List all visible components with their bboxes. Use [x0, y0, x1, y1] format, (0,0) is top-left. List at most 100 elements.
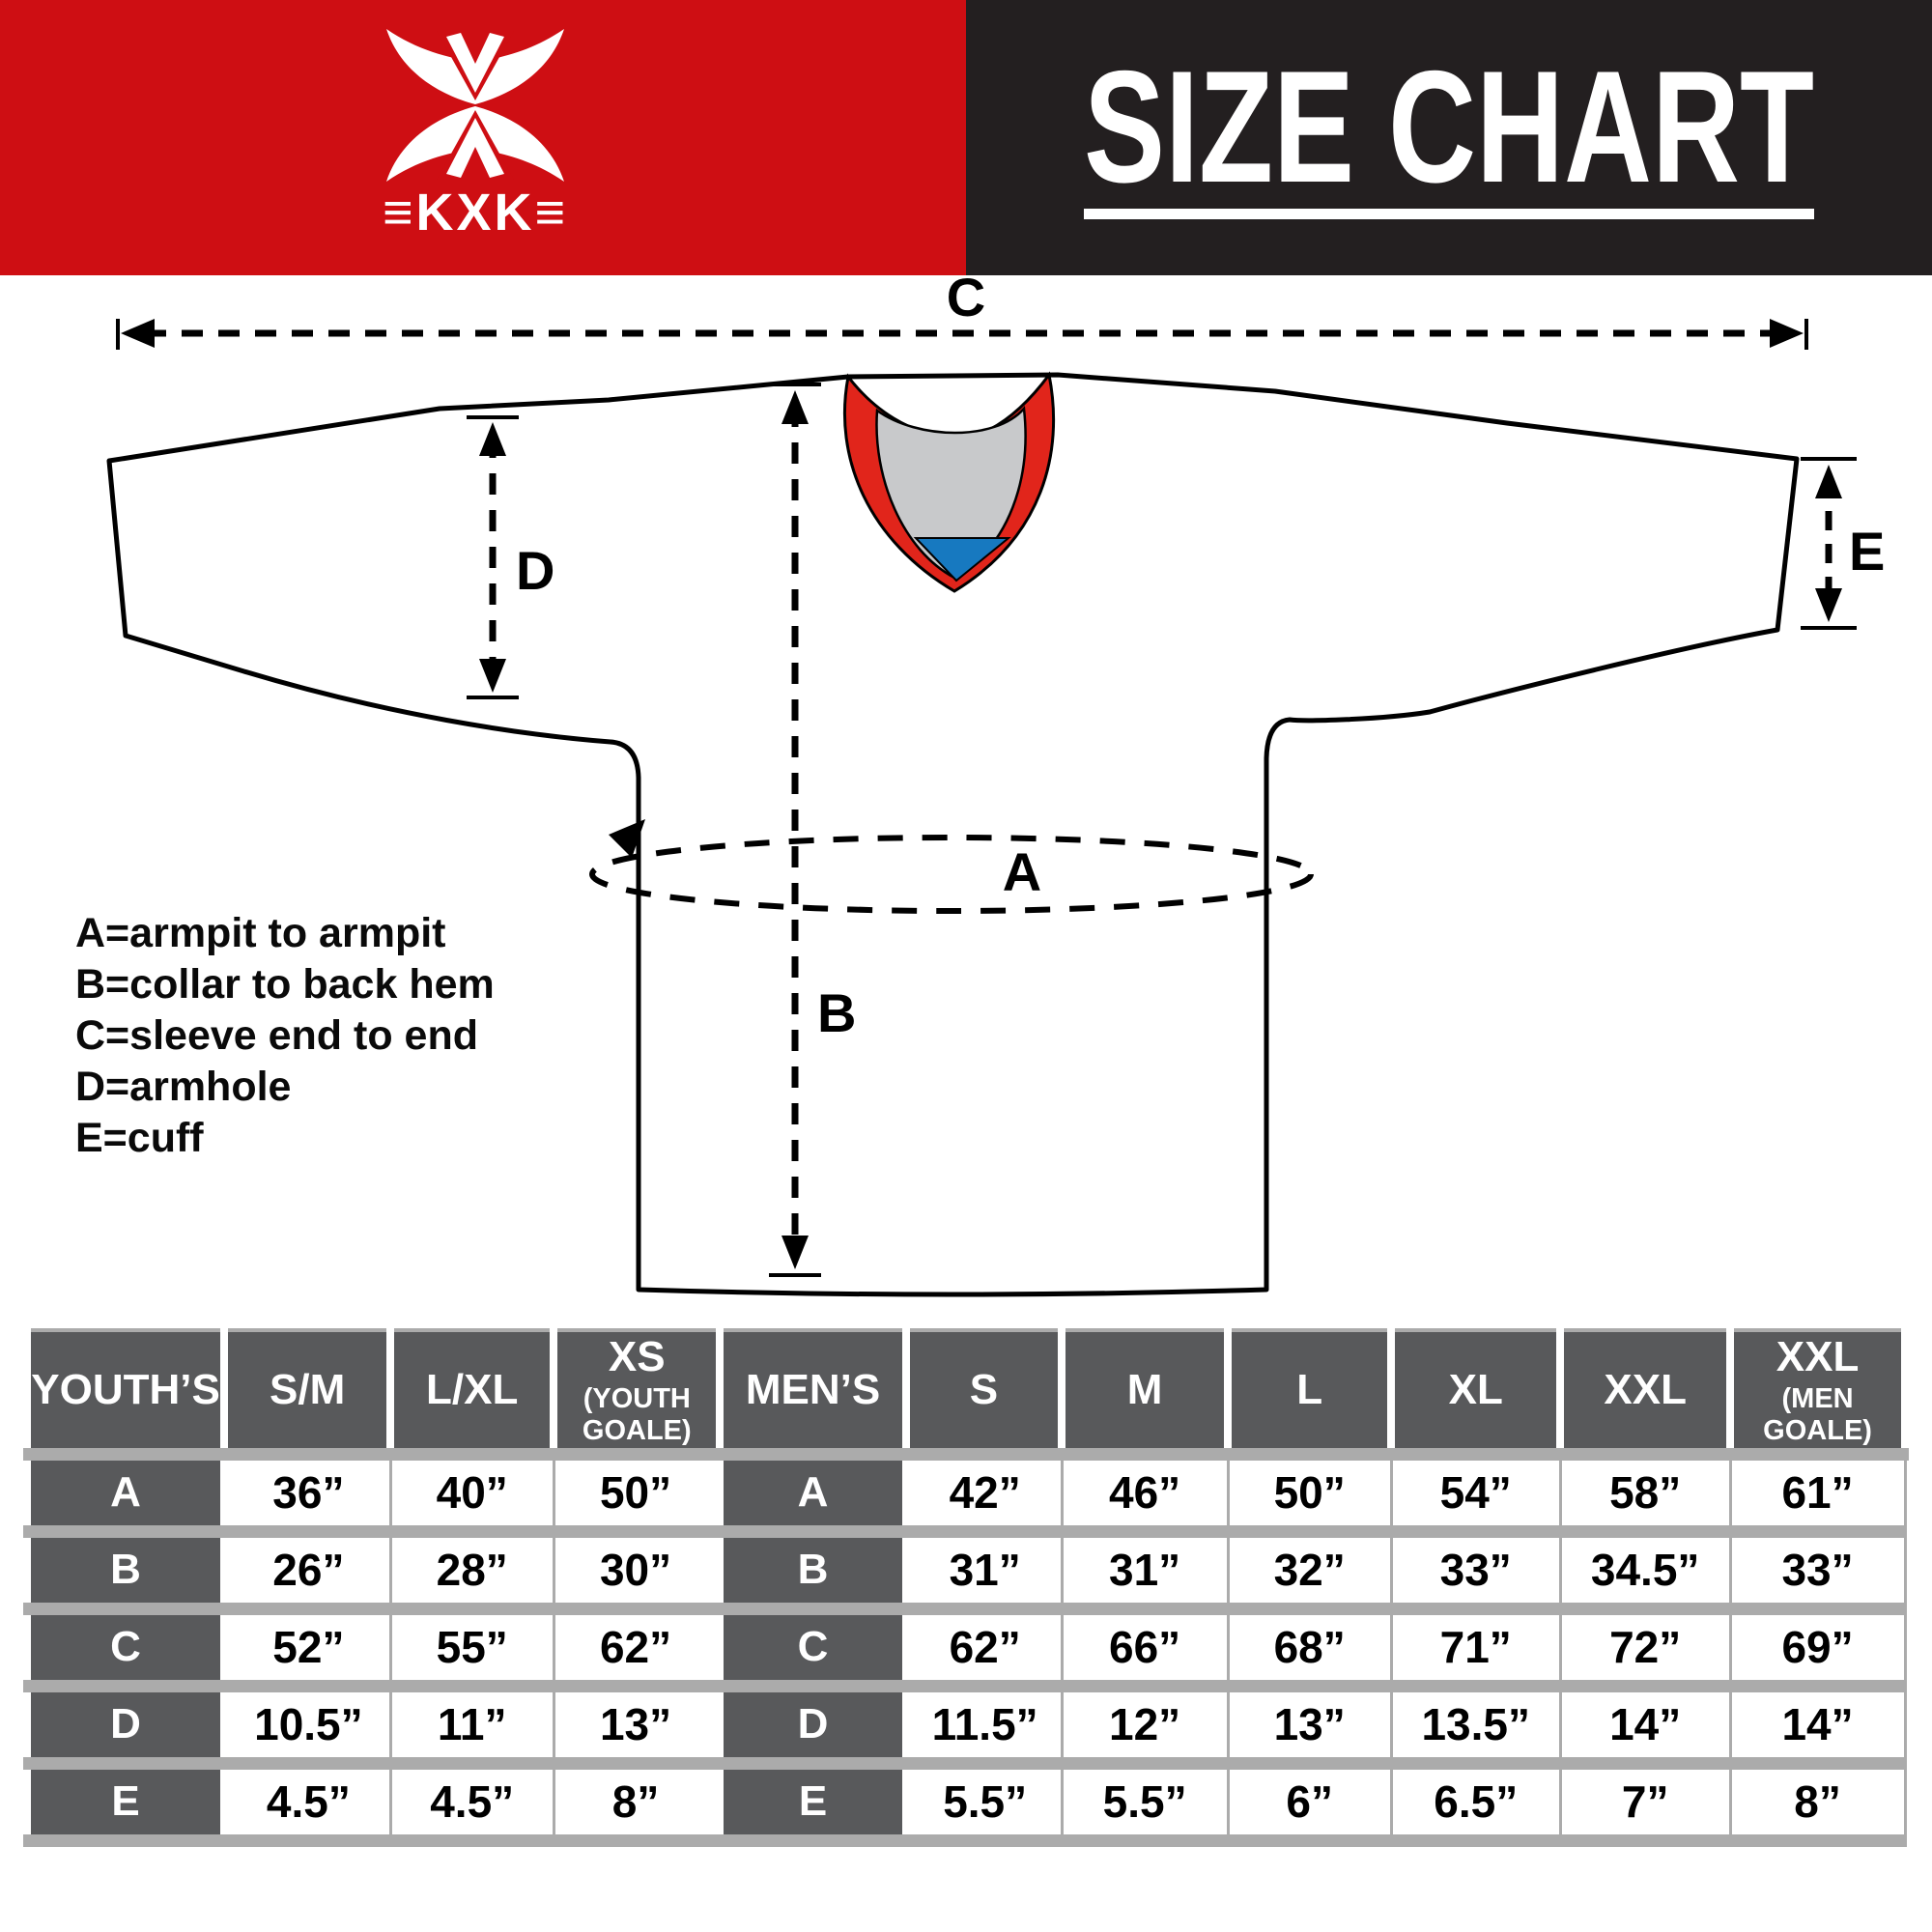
- col-header-xxl: XXL: [1556, 1330, 1735, 1461]
- jersey-diagram-svg: C D B E: [106, 275, 1885, 1297]
- size-value-cell: 54”: [1391, 1454, 1562, 1538]
- page-title: SIZE CHART: [1084, 38, 1814, 215]
- size-value-cell: 30”: [554, 1531, 722, 1615]
- size-value-cell: 33”: [1391, 1531, 1562, 1615]
- measure-label-D: D: [516, 540, 554, 601]
- size-value-cell: 50”: [1228, 1454, 1393, 1538]
- row-label-cell: D: [22, 1686, 229, 1770]
- row-label-cell: B: [716, 1531, 910, 1615]
- kxk-logo-icon: ≡KXK≡: [383, 29, 568, 242]
- col-header-note: (MEN GOALE): [1763, 1382, 1872, 1446]
- col-header-sm: S/M: [220, 1330, 395, 1461]
- size-value-cell: 6.5”: [1391, 1763, 1562, 1847]
- collar-accent: [913, 537, 1011, 582]
- row-label-cell: D: [716, 1686, 910, 1770]
- col-header-s: S: [901, 1330, 1066, 1461]
- size-value-cell: 71”: [1391, 1608, 1562, 1692]
- measure-arrow-A: [589, 819, 1314, 914]
- size-value-cell: 32”: [1228, 1531, 1393, 1615]
- table-row-D: D 10.5” 11” 13” D 11.5” 12” 13” 13.5” 14…: [22, 1686, 1907, 1770]
- page-header: ≡KXK≡ SIZE CHART: [0, 0, 1932, 275]
- size-value-cell: 11.5”: [905, 1686, 1064, 1770]
- table-header-row: YOUTH’S S/M L/XL XS (YOUTH GOALE) MEN’S …: [22, 1330, 1909, 1461]
- size-value-cell: 69”: [1730, 1608, 1907, 1692]
- measurement-legend: A=armpit to armpit B=collar to back hem …: [75, 908, 495, 1164]
- size-value-cell: 34.5”: [1560, 1531, 1732, 1615]
- col-header-youths: YOUTH’S: [22, 1330, 229, 1461]
- size-value-cell: 31”: [905, 1531, 1064, 1615]
- size-value-cell: 4.5”: [390, 1763, 555, 1847]
- size-table: YOUTH’S S/M L/XL XS (YOUTH GOALE) MEN’S …: [22, 1328, 1909, 1847]
- measure-label-B: B: [817, 982, 856, 1043]
- row-label-cell: A: [22, 1454, 229, 1538]
- size-value-cell: 5.5”: [1062, 1763, 1230, 1847]
- title-art: SIZE CHART: [1084, 38, 1814, 219]
- size-value-cell: 50”: [554, 1454, 722, 1538]
- measure-arrow-B: [769, 383, 821, 1277]
- size-value-cell: 42”: [905, 1454, 1064, 1538]
- table-row-A: A 36” 40” 50” A 42” 46” 50” 54” 58” 61”: [22, 1454, 1907, 1538]
- size-value-cell: 26”: [224, 1531, 392, 1615]
- size-value-cell: 14”: [1730, 1686, 1907, 1770]
- legend-line-e: E=cuff: [75, 1115, 204, 1161]
- legend-line-d: D=armhole: [75, 1064, 292, 1110]
- col-header-xxl-men-goalie: XXL (MEN GOALE): [1726, 1330, 1909, 1461]
- size-value-cell: 8”: [1730, 1763, 1907, 1847]
- measure-label-C: C: [947, 275, 985, 327]
- size-value-cell: 33”: [1730, 1531, 1907, 1615]
- brand-panel: ≡KXK≡: [0, 0, 966, 275]
- size-value-cell: 72”: [1560, 1608, 1732, 1692]
- logo-top-chevron: [446, 33, 504, 93]
- collar-inner: [875, 406, 1027, 580]
- col-header-xl: XL: [1387, 1330, 1565, 1461]
- logo-bottom-chevron: [446, 118, 504, 178]
- row-label-cell: C: [716, 1608, 910, 1692]
- col-header-mens: MEN’S: [716, 1330, 910, 1461]
- title-underline: [1084, 209, 1814, 219]
- brand-wordmark: ≡KXK≡: [383, 184, 568, 242]
- table-row-E: E 4.5” 4.5” 8” E 5.5” 5.5” 6” 6.5” 7” 8”: [22, 1763, 1907, 1847]
- size-value-cell: 36”: [224, 1454, 392, 1538]
- size-value-cell: 10.5”: [224, 1686, 392, 1770]
- size-value-cell: 5.5”: [905, 1763, 1064, 1847]
- row-label-cell: C: [22, 1608, 229, 1692]
- size-value-cell: 62”: [554, 1608, 722, 1692]
- jersey-outline: [106, 372, 1800, 1297]
- size-value-cell: 13.5”: [1391, 1686, 1562, 1770]
- col-header-l: L: [1224, 1330, 1396, 1461]
- legend-line-a: A=armpit to armpit: [75, 910, 446, 956]
- table-row-B: B 26” 28” 30” B 31” 31” 32” 33” 34.5” 33…: [22, 1531, 1907, 1615]
- col-header-note: (YOUTH GOALE): [582, 1382, 692, 1446]
- size-value-cell: 58”: [1560, 1454, 1732, 1538]
- measure-arrow-D: [467, 415, 519, 699]
- measure-arrow-C: [116, 319, 1808, 350]
- size-value-cell: 31”: [1062, 1531, 1230, 1615]
- size-value-cell: 55”: [390, 1608, 555, 1692]
- row-label-cell: B: [22, 1531, 229, 1615]
- measure-arrow-E: [1801, 457, 1857, 630]
- size-value-cell: 4.5”: [224, 1763, 392, 1847]
- row-label-cell: E: [22, 1763, 229, 1847]
- size-value-cell: 13”: [1228, 1686, 1393, 1770]
- title-panel: SIZE CHART: [966, 0, 1932, 275]
- size-value-cell: 52”: [224, 1608, 392, 1692]
- col-header-lxl: L/XL: [386, 1330, 558, 1461]
- size-value-cell: 8”: [554, 1763, 722, 1847]
- size-value-cell: 11”: [390, 1686, 555, 1770]
- legend-line-c: C=sleeve end to end: [75, 1012, 479, 1059]
- size-value-cell: 7”: [1560, 1763, 1732, 1847]
- size-value-cell: 68”: [1228, 1608, 1393, 1692]
- jersey-measurement-diagram: C D B E: [0, 275, 1932, 1328]
- size-value-cell: 14”: [1560, 1686, 1732, 1770]
- table-row-C: C 52” 55” 62” C 62” 66” 68” 71” 72” 69”: [22, 1608, 1907, 1692]
- measure-label-E: E: [1849, 521, 1885, 582]
- measure-label-A: A: [1003, 841, 1041, 902]
- size-value-cell: 28”: [390, 1531, 555, 1615]
- legend-line-b: B=collar to back hem: [75, 961, 495, 1008]
- size-value-cell: 61”: [1730, 1454, 1907, 1538]
- col-header-xs-youth-goalie: XS (YOUTH GOALE): [550, 1330, 724, 1461]
- size-value-cell: 12”: [1062, 1686, 1230, 1770]
- size-value-cell: 46”: [1062, 1454, 1230, 1538]
- row-label-cell: A: [716, 1454, 910, 1538]
